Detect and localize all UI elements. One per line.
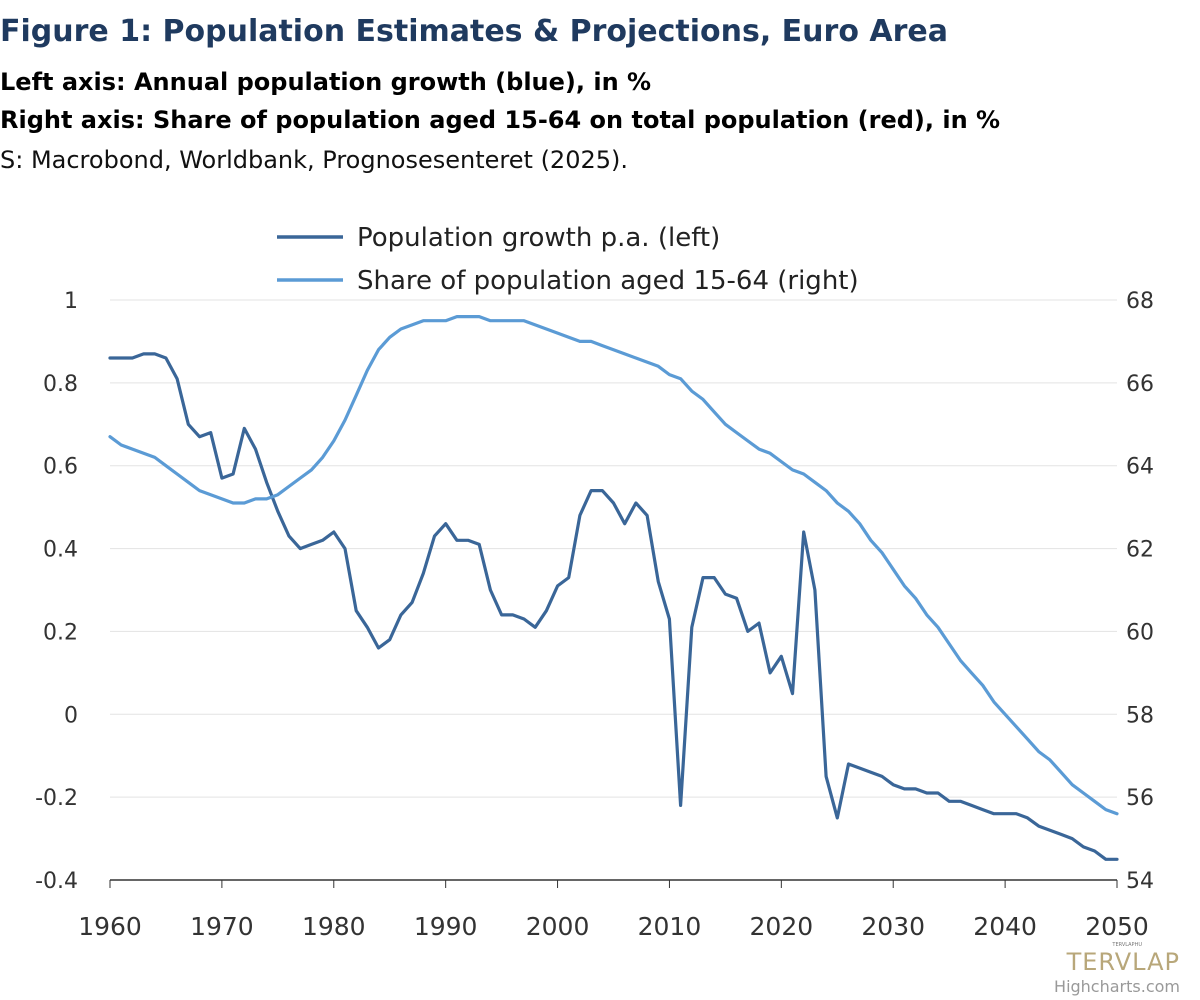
x-axis-tick-label: 2020	[750, 912, 814, 941]
watermark-logo: TERVLAP	[1066, 948, 1180, 976]
legend-item-label[interactable]: Population growth p.a. (left)	[357, 223, 720, 253]
right-axis-tick-label: 68	[1126, 289, 1154, 314]
legend-item-label[interactable]: Share of population aged 15-64 (right)	[357, 266, 859, 296]
gridlines	[110, 299, 1117, 798]
right-axis-tick-label: 62	[1126, 538, 1154, 563]
x-axis-tick-label: 2000	[526, 912, 590, 941]
right-axis-tick-label: 58	[1126, 703, 1154, 728]
legend: Population growth p.a. (left) Share of po…	[277, 223, 859, 296]
x-axis-tick-label: 2030	[861, 912, 925, 941]
x-axis-tick-label: 1970	[190, 912, 254, 941]
left-axis-tick-label: -0.4	[35, 869, 78, 894]
x-axis-tick-label: 2010	[638, 912, 702, 941]
series-layer	[108, 315, 1119, 861]
highcharts-credit[interactable]: Highcharts.com	[1054, 977, 1180, 996]
right-axis-subtitle: Right axis: Share of population aged 15-…	[0, 106, 1001, 134]
right-axis-tick-label: 64	[1126, 455, 1154, 480]
x-axis-tick-label: 1980	[302, 912, 366, 941]
working-age-share-series-line[interactable]	[108, 315, 1119, 816]
x-axis-tick-label: 1960	[78, 912, 142, 941]
left-axis-tick-label: -0.2	[35, 786, 78, 811]
x-axis-tick-label: 1990	[414, 912, 478, 941]
left-axis-tick-label: 0.6	[43, 455, 78, 480]
x-axis-tick-label: 2040	[973, 912, 1037, 941]
left-axis-tick-label: 1	[64, 289, 78, 314]
chart-title: Figure 1: Population Estimates & Project…	[0, 14, 948, 49]
x-axis-tick-label: 2050	[1085, 912, 1149, 941]
left-axis-tick-label: 0	[64, 703, 78, 728]
right-axis-tick-label: 56	[1126, 786, 1154, 811]
left-axis-tick-label: 0.8	[43, 372, 78, 397]
axes: 1 0.8 0.6 0.4 0.2 0 -0.2 -0.4 68 66 64 62 60 58 56 54 19…	[35, 289, 1154, 941]
left-axis-tick-label: 0.4	[43, 538, 78, 563]
population-growth-series-line[interactable]	[108, 352, 1119, 861]
left-axis-tick-label: 0.2	[43, 620, 78, 645]
right-axis-tick-label: 54	[1126, 869, 1154, 894]
right-axis-tick-label: 66	[1126, 372, 1154, 397]
watermark-small-text: TERVLAPHU	[1112, 942, 1142, 948]
left-axis-subtitle: Left axis: Annual population growth (blu…	[0, 68, 652, 96]
source-note: S: Macrobond, Worldbank, Prognosesentere…	[0, 146, 628, 174]
right-axis-tick-label: 60	[1126, 620, 1154, 645]
